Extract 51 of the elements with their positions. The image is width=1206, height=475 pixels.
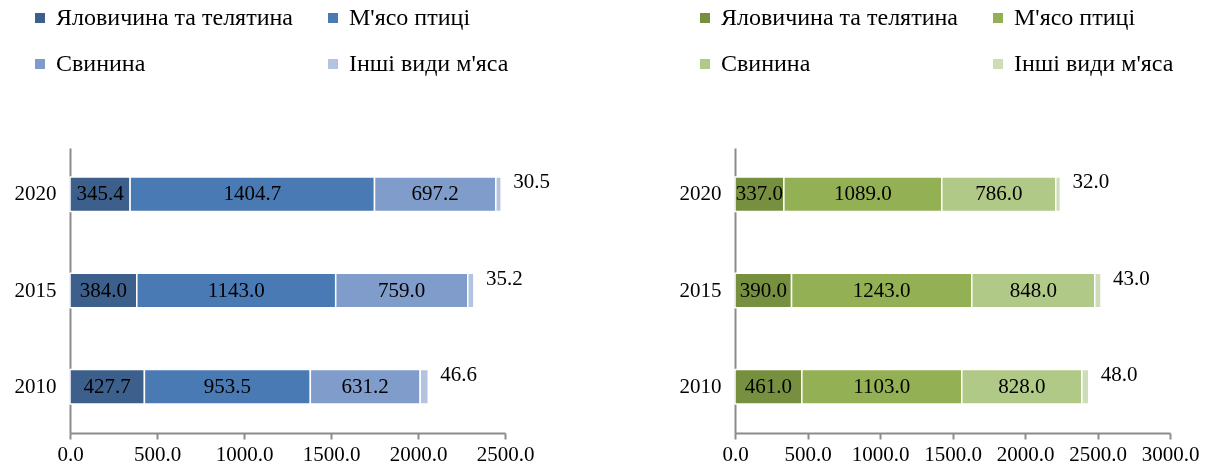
y-tick-label: 2015 <box>14 277 57 302</box>
data-label: 32.0 <box>1072 169 1110 194</box>
data-label: 337.0 <box>735 181 784 206</box>
data-label: 390.0 <box>739 277 787 302</box>
data-label: 1404.7 <box>223 181 282 206</box>
data-label: 786.0 <box>975 181 1023 206</box>
data-label: 46.6 <box>440 361 478 386</box>
y-tick-label: 2015 <box>679 277 722 302</box>
x-tick-label: 1500.0 <box>924 441 982 466</box>
x-tick-label: 0.0 <box>57 441 84 466</box>
data-label: 631.2 <box>341 373 389 398</box>
legend-label: Інші види м'яса <box>1014 50 1174 76</box>
data-label: 30.5 <box>513 169 550 194</box>
data-label: 759.0 <box>378 277 426 302</box>
x-tick-label: 0.0 <box>722 441 749 466</box>
data-label: 35.2 <box>485 265 523 290</box>
data-label: 697.2 <box>411 181 459 206</box>
data-label: 384.0 <box>79 277 128 302</box>
x-tick-label: 500.0 <box>133 441 182 466</box>
data-label: 461.0 <box>744 373 793 398</box>
y-tick-label: 2010 <box>679 373 722 398</box>
legend-label: Свинина <box>56 50 146 76</box>
x-tick-label: 1000.0 <box>851 441 910 466</box>
legend-label: Інші види м'яса <box>349 50 509 76</box>
x-tick-label: 2000.0 <box>389 441 448 466</box>
x-tick-label: 2000.0 <box>996 441 1055 466</box>
data-label: 848.0 <box>1009 277 1057 302</box>
x-tick-label: 500.0 <box>784 441 832 466</box>
x-tick-label: 1500.0 <box>302 441 361 466</box>
y-tick-label: 2020 <box>679 181 722 206</box>
y-tick-label: 2020 <box>14 181 57 206</box>
x-tick-label: 2500.0 <box>476 441 535 466</box>
data-label: 1103.0 <box>853 373 911 398</box>
data-label: 953.5 <box>203 373 251 398</box>
legend-label: М'ясо птиці <box>1014 4 1136 30</box>
data-label: 427.7 <box>83 373 131 398</box>
data-label: 828.0 <box>998 373 1046 398</box>
data-label: 345.4 <box>76 181 125 206</box>
data-label: 48.0 <box>1100 361 1138 386</box>
x-tick-label: 1000.0 <box>215 441 274 466</box>
data-label: 1143.0 <box>207 277 265 302</box>
legend-label: Яловичина та телятина <box>56 4 294 30</box>
data-label: 43.0 <box>1112 265 1150 290</box>
data-label: 1243.0 <box>852 277 911 302</box>
x-tick-label: 3000.0 <box>1141 441 1200 466</box>
x-tick-label: 2500.0 <box>1069 441 1127 466</box>
legend-label: Свинина <box>721 50 811 76</box>
legend-label: Яловичина та телятина <box>721 4 959 30</box>
data-label: 1089.0 <box>833 181 892 206</box>
legend-label: М'ясо птиці <box>349 4 471 30</box>
y-tick-label: 2010 <box>14 373 57 398</box>
